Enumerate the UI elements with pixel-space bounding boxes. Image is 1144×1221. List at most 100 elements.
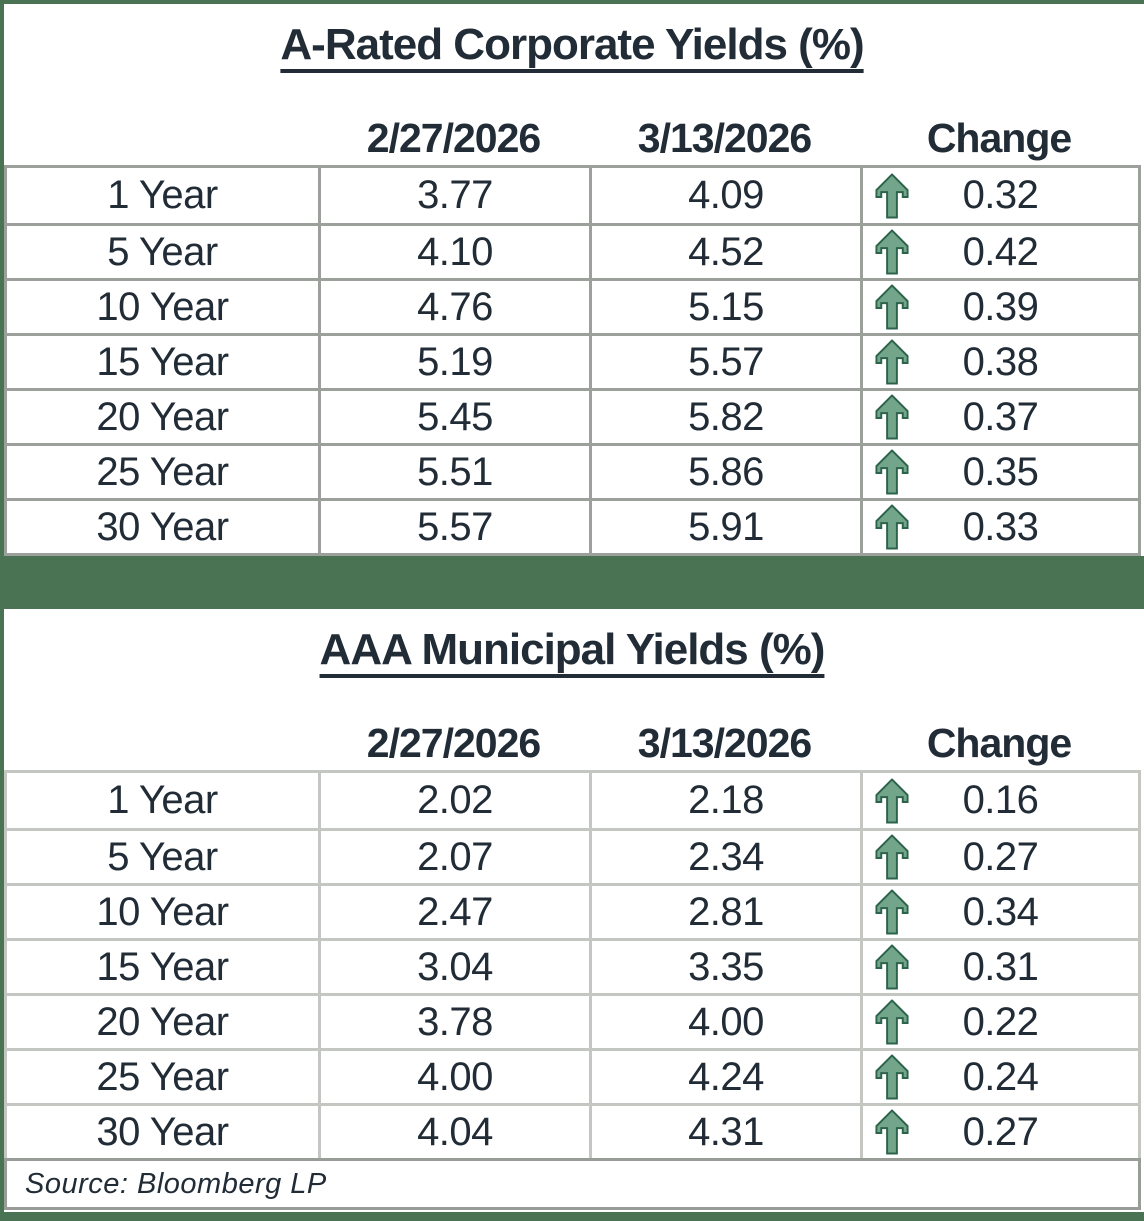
table-row: 1 Year 2.02 2.18 0.16: [7, 773, 1138, 828]
change-value: 0.22: [962, 999, 1039, 1044]
left-green-border: [0, 0, 4, 1221]
curr-yield-value: 5.82: [589, 391, 860, 443]
up-arrow-icon: [875, 945, 909, 990]
curr-yield-value: 4.24: [589, 1051, 860, 1103]
column-header-curr-date: 3/13/2026: [637, 115, 812, 161]
up-arrow-icon: [875, 173, 909, 218]
curr-yield-value: 2.81: [589, 886, 860, 938]
up-arrow-icon: [875, 835, 909, 880]
curr-yield-value: 3.35: [589, 941, 860, 993]
source-note: Source: Bloomberg LP: [4, 1158, 1141, 1210]
up-arrow-icon: [875, 890, 909, 935]
table-row: 25 Year 5.51 5.86 0.35: [7, 443, 1138, 498]
corporate-yields-section: A-Rated Corporate Yields (%) 2/27/2026 3…: [0, 4, 1144, 556]
curr-yield-value: 5.86: [589, 446, 860, 498]
term-label: 20 Year: [96, 999, 229, 1044]
change-value: 0.42: [962, 229, 1039, 274]
term-label: 5 Year: [107, 834, 218, 879]
curr-yield-value: 5.57: [589, 336, 860, 388]
top-green-border: [0, 0, 1144, 4]
section-divider-bar: [0, 556, 1144, 609]
prev-yield-value: 2.07: [318, 831, 589, 883]
change-value: 0.38: [962, 339, 1039, 384]
curr-yield-value: 4.31: [589, 1106, 860, 1158]
change-value: 0.33: [962, 504, 1039, 549]
column-header-change: Change: [926, 115, 1072, 161]
term-label: 25 Year: [96, 1054, 229, 1099]
up-arrow-icon: [875, 1055, 909, 1100]
prev-yield-value: 4.76: [318, 281, 589, 333]
curr-yield-value: 5.91: [589, 501, 860, 553]
change-cell: 0.27: [860, 831, 1138, 883]
term-label: 15 Year: [96, 944, 229, 989]
up-arrow-icon: [875, 230, 909, 275]
term-label: 1 Year: [107, 778, 218, 822]
table-row: 15 Year 5.19 5.57 0.38: [7, 333, 1138, 388]
change-value: 0.27: [962, 834, 1039, 879]
change-cell: 0.24: [860, 1051, 1138, 1103]
curr-yield-value: 2.18: [589, 773, 860, 828]
change-cell: 0.37: [860, 391, 1138, 443]
term-label: 10 Year: [96, 284, 229, 329]
prev-yield-value: 5.19: [318, 336, 589, 388]
prev-yield-value: 3.77: [318, 168, 589, 223]
change-cell: 0.42: [860, 226, 1138, 278]
change-value: 0.37: [962, 394, 1039, 439]
term-label: 1 Year: [107, 173, 218, 217]
change-cell: 0.33: [860, 501, 1138, 553]
change-cell: 0.32: [860, 168, 1138, 223]
term-label: 20 Year: [96, 394, 229, 439]
change-cell: 0.39: [860, 281, 1138, 333]
change-cell: 0.38: [860, 336, 1138, 388]
table-row: 20 Year 3.78 4.00 0.22: [7, 993, 1138, 1048]
curr-yield-value: 2.34: [589, 831, 860, 883]
up-arrow-icon: [875, 778, 909, 823]
column-header-prev-date: 2/27/2026: [366, 720, 541, 766]
table-row: 30 Year 4.04 4.31 0.27: [7, 1103, 1138, 1158]
up-arrow-icon: [875, 450, 909, 495]
change-value: 0.35: [962, 449, 1039, 494]
table-title: AAA Municipal Yields (%): [319, 625, 826, 674]
up-arrow-icon: [875, 1110, 909, 1155]
term-label: 5 Year: [107, 229, 218, 274]
prev-yield-value: 5.45: [318, 391, 589, 443]
table-row: 30 Year 5.57 5.91 0.33: [7, 498, 1138, 553]
prev-yield-value: 5.57: [318, 501, 589, 553]
table-row: 5 Year 4.10 4.52 0.42: [7, 223, 1138, 278]
change-value: 0.24: [962, 1054, 1039, 1099]
change-value: 0.34: [962, 889, 1039, 934]
table-row: 10 Year 2.47 2.81 0.34: [7, 883, 1138, 938]
curr-yield-value: 5.15: [589, 281, 860, 333]
change-value: 0.27: [962, 1109, 1039, 1154]
term-label: 10 Year: [96, 889, 229, 934]
change-cell: 0.27: [860, 1106, 1138, 1158]
change-value: 0.32: [962, 173, 1039, 217]
change-cell: 0.35: [860, 446, 1138, 498]
column-header-row: 2/27/2026 3/13/2026 Change: [4, 100, 1138, 164]
table-row: 5 Year 2.07 2.34 0.27: [7, 828, 1138, 883]
prev-yield-value: 3.04: [318, 941, 589, 993]
prev-yield-value: 2.02: [318, 773, 589, 828]
empty-header-cell: [4, 767, 318, 769]
table-row: 1 Year 3.77 4.09 0.32: [7, 168, 1138, 223]
prev-yield-value: 3.78: [318, 996, 589, 1048]
column-header-prev-date: 2/27/2026: [366, 115, 541, 161]
term-label: 15 Year: [96, 339, 229, 384]
change-cell: 0.22: [860, 996, 1138, 1048]
term-label: 25 Year: [96, 449, 229, 494]
corporate-yields-grid: 1 Year 3.77 4.09 0.32 5 Year 4.10 4.52 0…: [4, 165, 1141, 556]
table-row: 15 Year 3.04 3.35 0.31: [7, 938, 1138, 993]
change-cell: 0.31: [860, 941, 1138, 993]
change-cell: 0.34: [860, 886, 1138, 938]
bottom-green-bar: [0, 1212, 1144, 1221]
change-value: 0.31: [962, 944, 1039, 989]
up-arrow-icon: [875, 1000, 909, 1045]
term-label: 30 Year: [96, 504, 229, 549]
change-cell: 0.16: [860, 773, 1138, 828]
up-arrow-icon: [875, 395, 909, 440]
column-header-change: Change: [926, 720, 1072, 766]
prev-yield-value: 2.47: [318, 886, 589, 938]
prev-yield-value: 4.04: [318, 1106, 589, 1158]
up-arrow-icon: [875, 340, 909, 385]
